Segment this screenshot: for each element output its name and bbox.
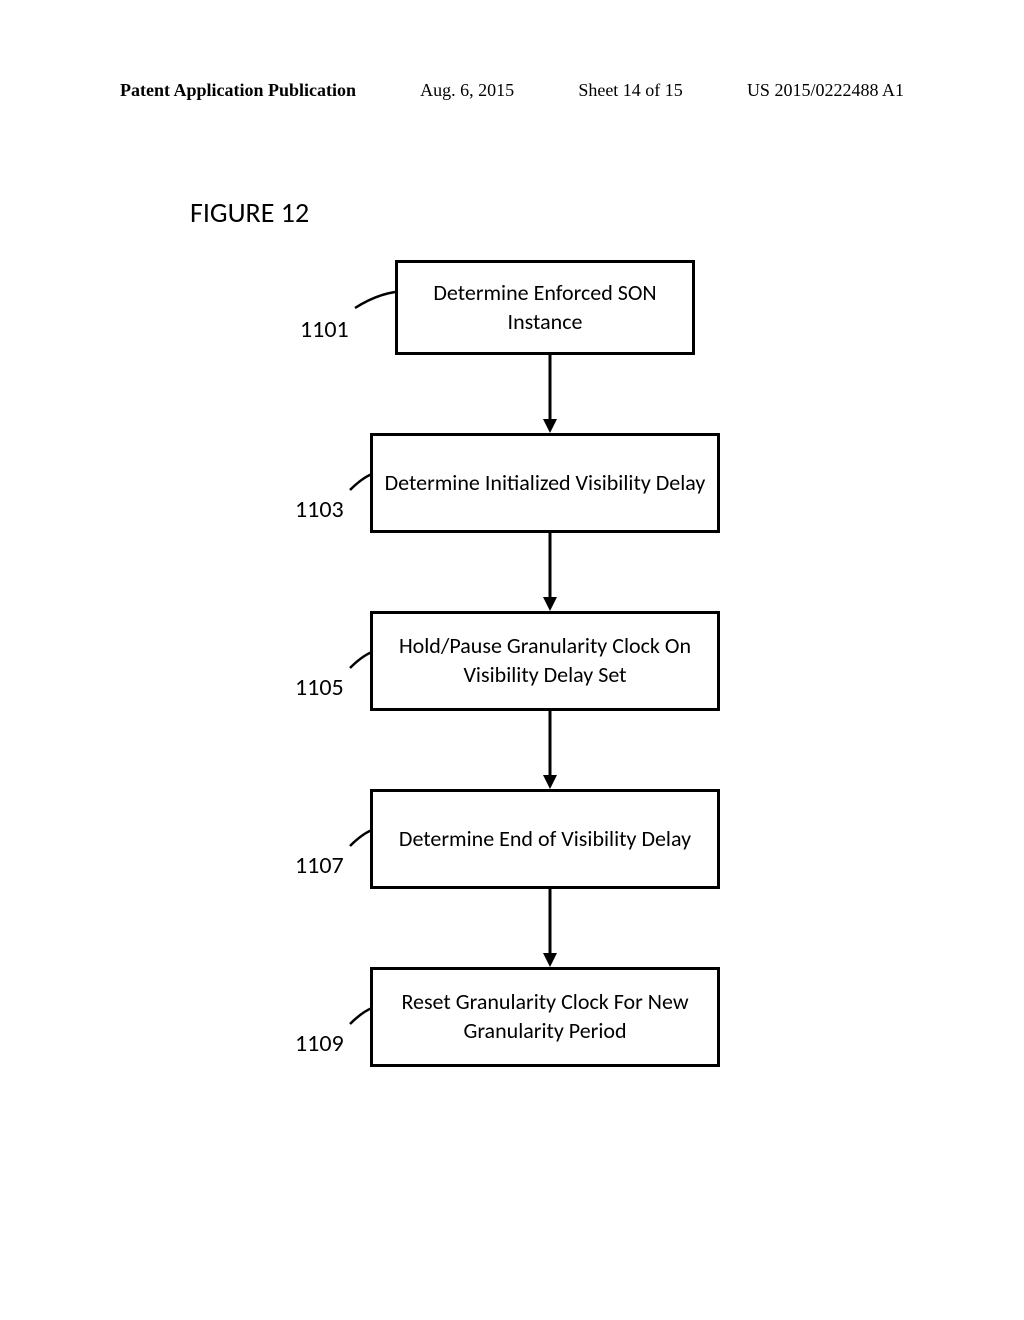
flow-box-3: Hold/Pause Granularity Clock On Visibili… (370, 611, 720, 711)
ref-connector-4 (350, 828, 375, 853)
ref-connector-2 (350, 472, 375, 497)
flow-ref-1: 1101 (300, 315, 349, 344)
page-header: Patent Application Publication Aug. 6, 2… (0, 80, 1024, 101)
flow-arrow-2 (540, 533, 560, 611)
ref-connector-5 (350, 1006, 375, 1031)
ref-connector-1 (355, 290, 395, 320)
publication-type: Patent Application Publication (120, 80, 356, 101)
flow-box-1: Determine Enforced SON Instance (395, 260, 695, 355)
flow-ref-5: 1109 (295, 1029, 344, 1058)
flow-ref-2: 1103 (295, 495, 344, 524)
ref-connector-3 (350, 650, 375, 675)
flow-box-4: Determine End of Visibility Delay (370, 789, 720, 889)
flow-arrow-1 (540, 355, 560, 433)
flow-ref-4: 1107 (295, 851, 344, 880)
sheet-number: Sheet 14 of 15 (578, 80, 682, 101)
figure-title: FIGURE 12 (190, 195, 309, 230)
flow-ref-3: 1105 (295, 673, 344, 702)
flow-arrow-3 (540, 711, 560, 789)
flow-box-5: Reset Granularity Clock For New Granular… (370, 967, 720, 1067)
publication-date: Aug. 6, 2015 (420, 80, 514, 101)
flow-box-2: Determine Initialized Visibility Delay (370, 433, 720, 533)
publication-number: US 2015/0222488 A1 (747, 80, 904, 101)
flow-arrow-4 (540, 889, 560, 967)
